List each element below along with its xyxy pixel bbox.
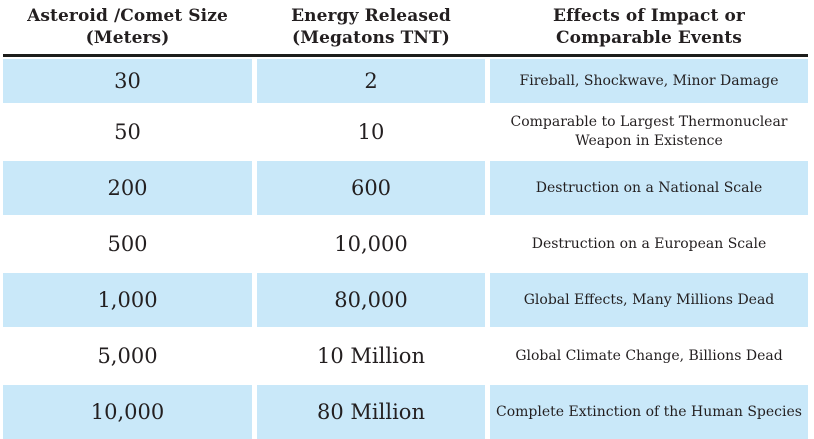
effect-cell: Global Effects, Many Millions Dead <box>490 273 808 327</box>
energy-cell: 10 Million <box>317 344 425 368</box>
energy-cell: 2 <box>257 59 485 103</box>
col-header-effects: Effects of Impact or Comparable Events <box>553 5 745 48</box>
effect-cell: Complete Extinction of the Human Species <box>490 385 808 439</box>
table-row: 50 10 Comparable to Largest Thermonuclea… <box>3 105 808 159</box>
energy-cell: 10 <box>357 120 385 144</box>
size-cell: 10,000 <box>3 385 252 439</box>
energy-cell: 600 <box>257 161 485 215</box>
table-row: 500 10,000 Destruction on a European Sca… <box>3 217 808 271</box>
effect-cell: Destruction on a European Scale <box>531 235 767 252</box>
size-cell: 200 <box>3 161 252 215</box>
size-cell: 30 <box>3 59 252 103</box>
energy-cell: 80 Million <box>257 385 485 439</box>
table-row: 1,000 80,000 Global Effects, Many Millio… <box>3 273 808 327</box>
size-cell: 50 <box>114 120 141 144</box>
effect-cell: Destruction on a National Scale <box>490 161 808 215</box>
header-divider <box>3 54 808 57</box>
table-row: 30 2 Fireball, Shockwave, Minor Damage <box>3 59 808 103</box>
effect-cell: Comparable to Largest Thermonuclear Weap… <box>510 114 788 149</box>
col-header-energy: Energy Released (Megatons TNT) <box>291 5 451 48</box>
energy-cell: 80,000 <box>257 273 485 327</box>
header-row: Asteroid /Comet Size (Meters) Energy Rel… <box>3 0 808 54</box>
energy-cell: 10,000 <box>334 232 408 256</box>
size-cell: 500 <box>107 232 148 256</box>
table-row: 5,000 10 Million Global Climate Change, … <box>3 329 808 383</box>
effect-cell: Global Climate Change, Billions Dead <box>515 347 783 364</box>
col-header-size: Asteroid /Comet Size (Meters) <box>27 5 228 48</box>
size-cell: 5,000 <box>97 344 158 368</box>
asteroid-impact-table: Asteroid /Comet Size (Meters) Energy Rel… <box>3 0 808 439</box>
table-row: 200 600 Destruction on a National Scale <box>3 161 808 215</box>
table-row: 10,000 80 Million Complete Extinction of… <box>3 385 808 439</box>
effect-cell: Fireball, Shockwave, Minor Damage <box>490 59 808 103</box>
size-cell: 1,000 <box>3 273 252 327</box>
